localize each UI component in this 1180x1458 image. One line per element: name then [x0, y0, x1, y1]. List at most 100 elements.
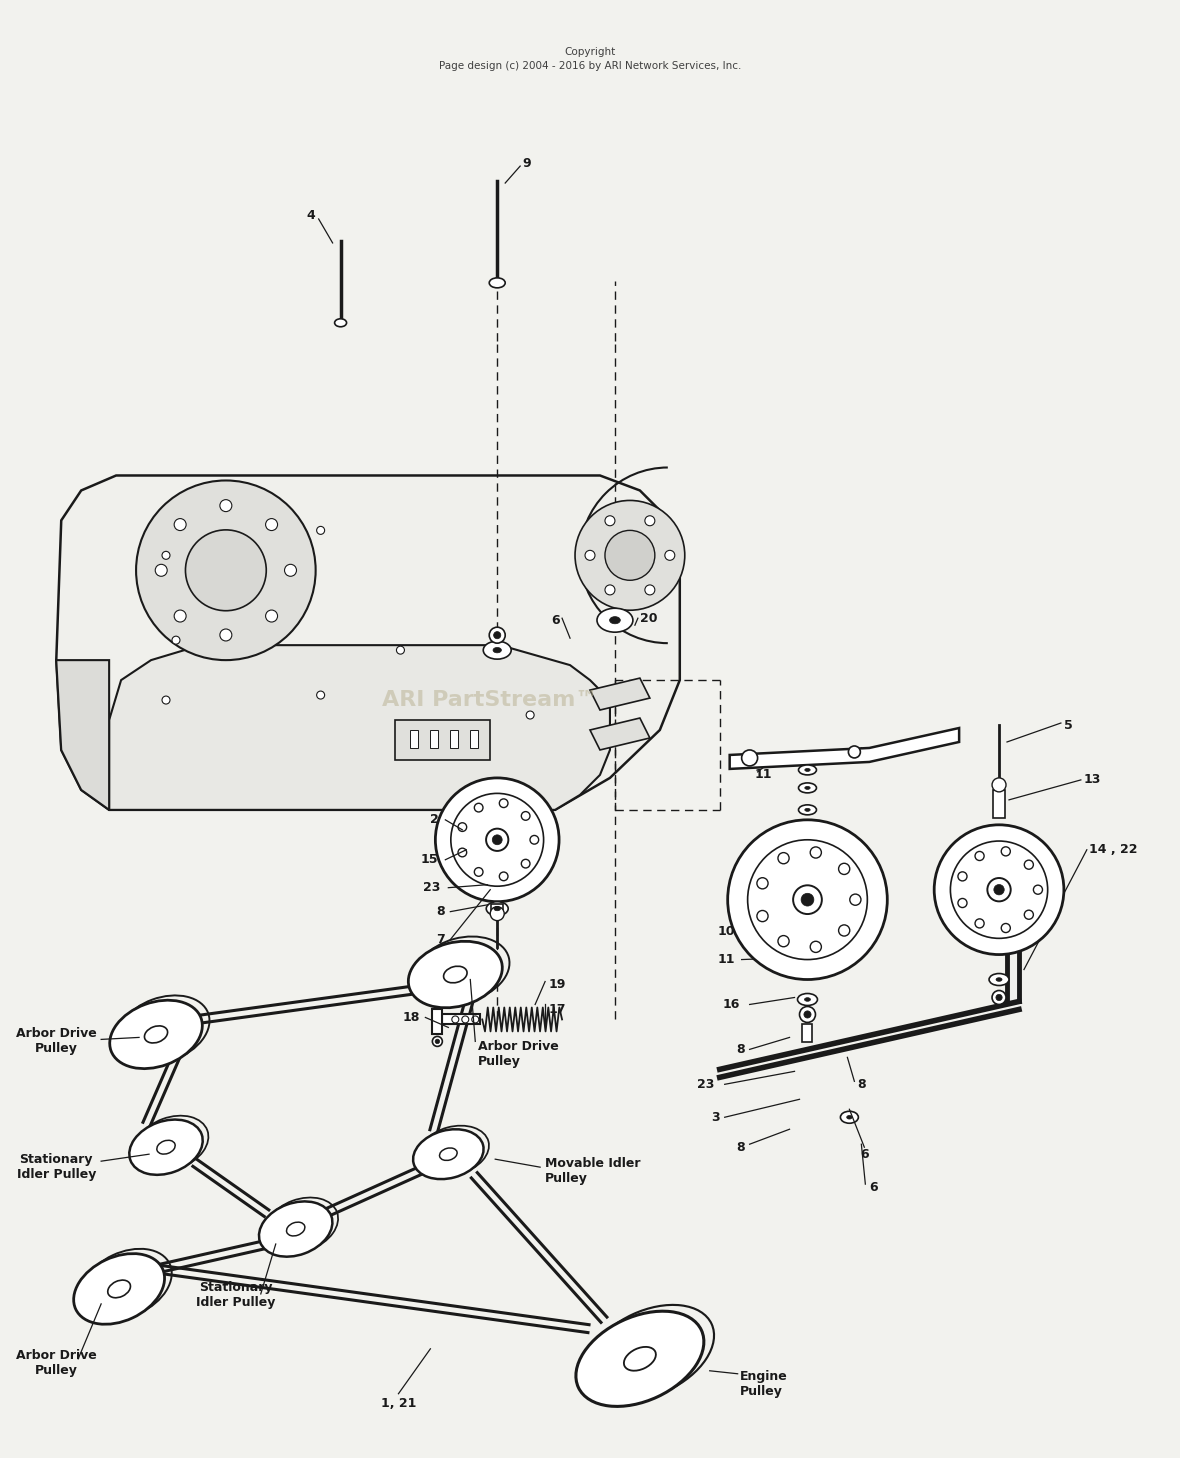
Circle shape — [474, 803, 483, 812]
Text: 11: 11 — [755, 768, 772, 781]
Circle shape — [756, 878, 768, 889]
Text: Stationary
Idler Pulley: Stationary Idler Pulley — [196, 1282, 275, 1309]
Ellipse shape — [799, 765, 817, 774]
Circle shape — [975, 919, 984, 927]
Circle shape — [778, 853, 789, 863]
Ellipse shape — [805, 786, 811, 789]
Circle shape — [526, 712, 535, 719]
Text: 23: 23 — [697, 1077, 715, 1091]
Polygon shape — [57, 475, 680, 809]
Text: Arbor Drive
Pulley: Arbor Drive Pulley — [478, 1041, 559, 1069]
Circle shape — [490, 907, 504, 920]
Circle shape — [605, 531, 655, 580]
Ellipse shape — [484, 642, 511, 659]
Ellipse shape — [805, 768, 811, 771]
Ellipse shape — [798, 993, 818, 1006]
Circle shape — [432, 1037, 442, 1047]
Ellipse shape — [847, 1115, 852, 1120]
Circle shape — [522, 812, 530, 821]
Circle shape — [811, 942, 821, 952]
Ellipse shape — [576, 1311, 703, 1407]
Circle shape — [162, 695, 170, 704]
Text: 8: 8 — [437, 905, 445, 919]
Circle shape — [756, 910, 768, 921]
Circle shape — [988, 878, 1011, 901]
Circle shape — [585, 550, 595, 560]
Text: Movable Idler
Pulley: Movable Idler Pulley — [545, 1158, 641, 1185]
Circle shape — [175, 519, 186, 531]
Circle shape — [848, 746, 860, 758]
Circle shape — [499, 872, 509, 881]
Bar — [471, 730, 478, 748]
Circle shape — [811, 847, 821, 859]
Text: 4: 4 — [307, 210, 315, 223]
Circle shape — [266, 519, 277, 531]
Circle shape — [1024, 910, 1034, 919]
Ellipse shape — [624, 1347, 656, 1371]
Ellipse shape — [494, 907, 500, 911]
Polygon shape — [590, 717, 650, 749]
Polygon shape — [590, 678, 650, 710]
Circle shape — [458, 849, 466, 857]
Polygon shape — [432, 1009, 442, 1034]
Text: 13: 13 — [1084, 773, 1101, 786]
Text: Stationary
Idler Pulley: Stationary Idler Pulley — [17, 1153, 96, 1181]
Polygon shape — [729, 728, 959, 768]
Circle shape — [992, 990, 1007, 1005]
Text: Copyright
Page design (c) 2004 - 2016 by ARI Network Services, Inc.: Copyright Page design (c) 2004 - 2016 by… — [439, 47, 741, 71]
Circle shape — [645, 585, 655, 595]
Text: 10: 10 — [717, 926, 735, 937]
Circle shape — [435, 1040, 440, 1044]
Circle shape — [396, 646, 405, 655]
Polygon shape — [109, 644, 610, 809]
Ellipse shape — [258, 1201, 333, 1257]
Circle shape — [664, 550, 675, 560]
Text: Engine
Pulley: Engine Pulley — [740, 1369, 787, 1398]
Circle shape — [975, 851, 984, 860]
Circle shape — [778, 936, 789, 946]
Circle shape — [452, 1016, 459, 1024]
Circle shape — [800, 1006, 815, 1022]
Circle shape — [284, 564, 296, 576]
Circle shape — [435, 779, 559, 901]
Circle shape — [1002, 847, 1010, 856]
Text: 3: 3 — [712, 1111, 720, 1124]
Ellipse shape — [335, 319, 347, 327]
Text: 6: 6 — [551, 614, 560, 627]
Ellipse shape — [157, 1140, 175, 1155]
Circle shape — [958, 898, 968, 907]
Circle shape — [1024, 860, 1034, 869]
Circle shape — [1002, 923, 1010, 933]
Ellipse shape — [805, 808, 811, 811]
Circle shape — [935, 825, 1064, 955]
Ellipse shape — [490, 278, 505, 287]
Ellipse shape — [996, 978, 1002, 981]
Ellipse shape — [610, 617, 621, 624]
Ellipse shape — [444, 967, 467, 983]
Ellipse shape — [107, 1280, 131, 1298]
Circle shape — [645, 516, 655, 526]
Ellipse shape — [413, 1130, 484, 1180]
Ellipse shape — [144, 1026, 168, 1042]
Ellipse shape — [110, 1000, 202, 1069]
Ellipse shape — [805, 997, 811, 1002]
Circle shape — [474, 868, 483, 876]
Circle shape — [605, 585, 615, 595]
Circle shape — [461, 1016, 468, 1024]
Ellipse shape — [73, 1254, 164, 1324]
Circle shape — [804, 1010, 811, 1018]
Text: 17: 17 — [548, 1003, 565, 1016]
Bar — [451, 730, 458, 748]
Circle shape — [185, 529, 267, 611]
Bar — [431, 730, 438, 748]
Circle shape — [793, 885, 821, 914]
Text: 14 , 22: 14 , 22 — [1089, 843, 1138, 856]
Circle shape — [136, 481, 315, 660]
Ellipse shape — [439, 1147, 457, 1161]
Text: 2: 2 — [430, 814, 438, 827]
Circle shape — [162, 551, 170, 560]
Text: 1, 21: 1, 21 — [381, 1397, 417, 1410]
Circle shape — [219, 628, 231, 642]
Circle shape — [605, 516, 615, 526]
Bar — [802, 1025, 813, 1042]
